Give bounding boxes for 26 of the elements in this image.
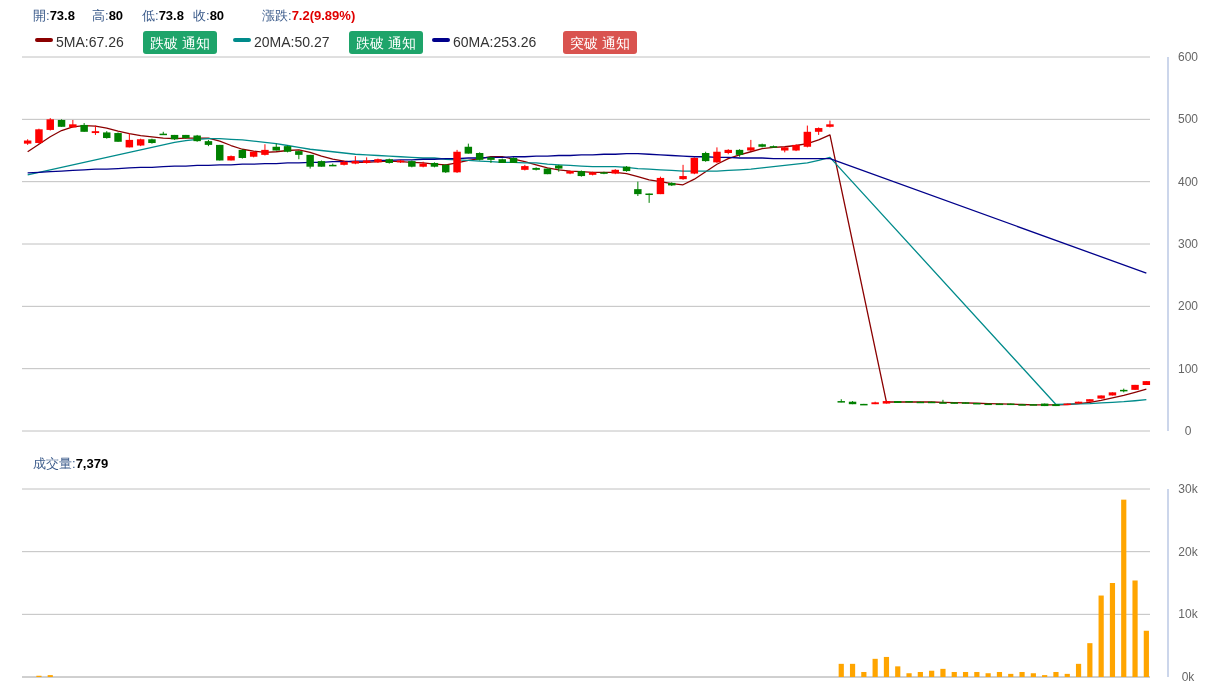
legend-item: 5MA:67.26 bbox=[35, 34, 124, 50]
header: 高:80 bbox=[92, 8, 124, 23]
header: 漲跌:7.2(9.89%) bbox=[262, 8, 356, 23]
legend-item: 20MA:50.27 bbox=[233, 34, 330, 50]
legend-label: 5MA:67.26 bbox=[56, 34, 124, 50]
legend-item: 60MA:253.26 bbox=[432, 34, 537, 50]
legend-label: 20MA:50.27 bbox=[254, 34, 330, 50]
legend-label: 60MA:253.26 bbox=[453, 34, 537, 50]
header: 低:73.8 bbox=[142, 8, 184, 23]
y-tick: 30k bbox=[1178, 482, 1198, 496]
y-tick: 500 bbox=[1178, 112, 1198, 127]
button: 突破 通知 bbox=[563, 31, 637, 54]
y-tick: 400 bbox=[1178, 174, 1198, 189]
title: 成交量:7,379 bbox=[33, 456, 109, 471]
y-tick: 0 bbox=[1184, 424, 1192, 438]
button: 跌破 通知 bbox=[143, 31, 217, 54]
y-tick: 100 bbox=[1178, 361, 1198, 376]
y-tick: 20k bbox=[1178, 544, 1198, 559]
y-tick: 200 bbox=[1178, 299, 1198, 314]
header: 收:80 bbox=[193, 8, 225, 23]
header: 開:73.8 bbox=[33, 8, 75, 23]
button: 跌破 通知 bbox=[349, 31, 423, 54]
y-tick: 10k bbox=[1178, 607, 1198, 622]
y-tick: 300 bbox=[1178, 237, 1198, 251]
y-tick: 600 bbox=[1178, 50, 1198, 64]
y-tick: 0k bbox=[1181, 670, 1195, 684]
